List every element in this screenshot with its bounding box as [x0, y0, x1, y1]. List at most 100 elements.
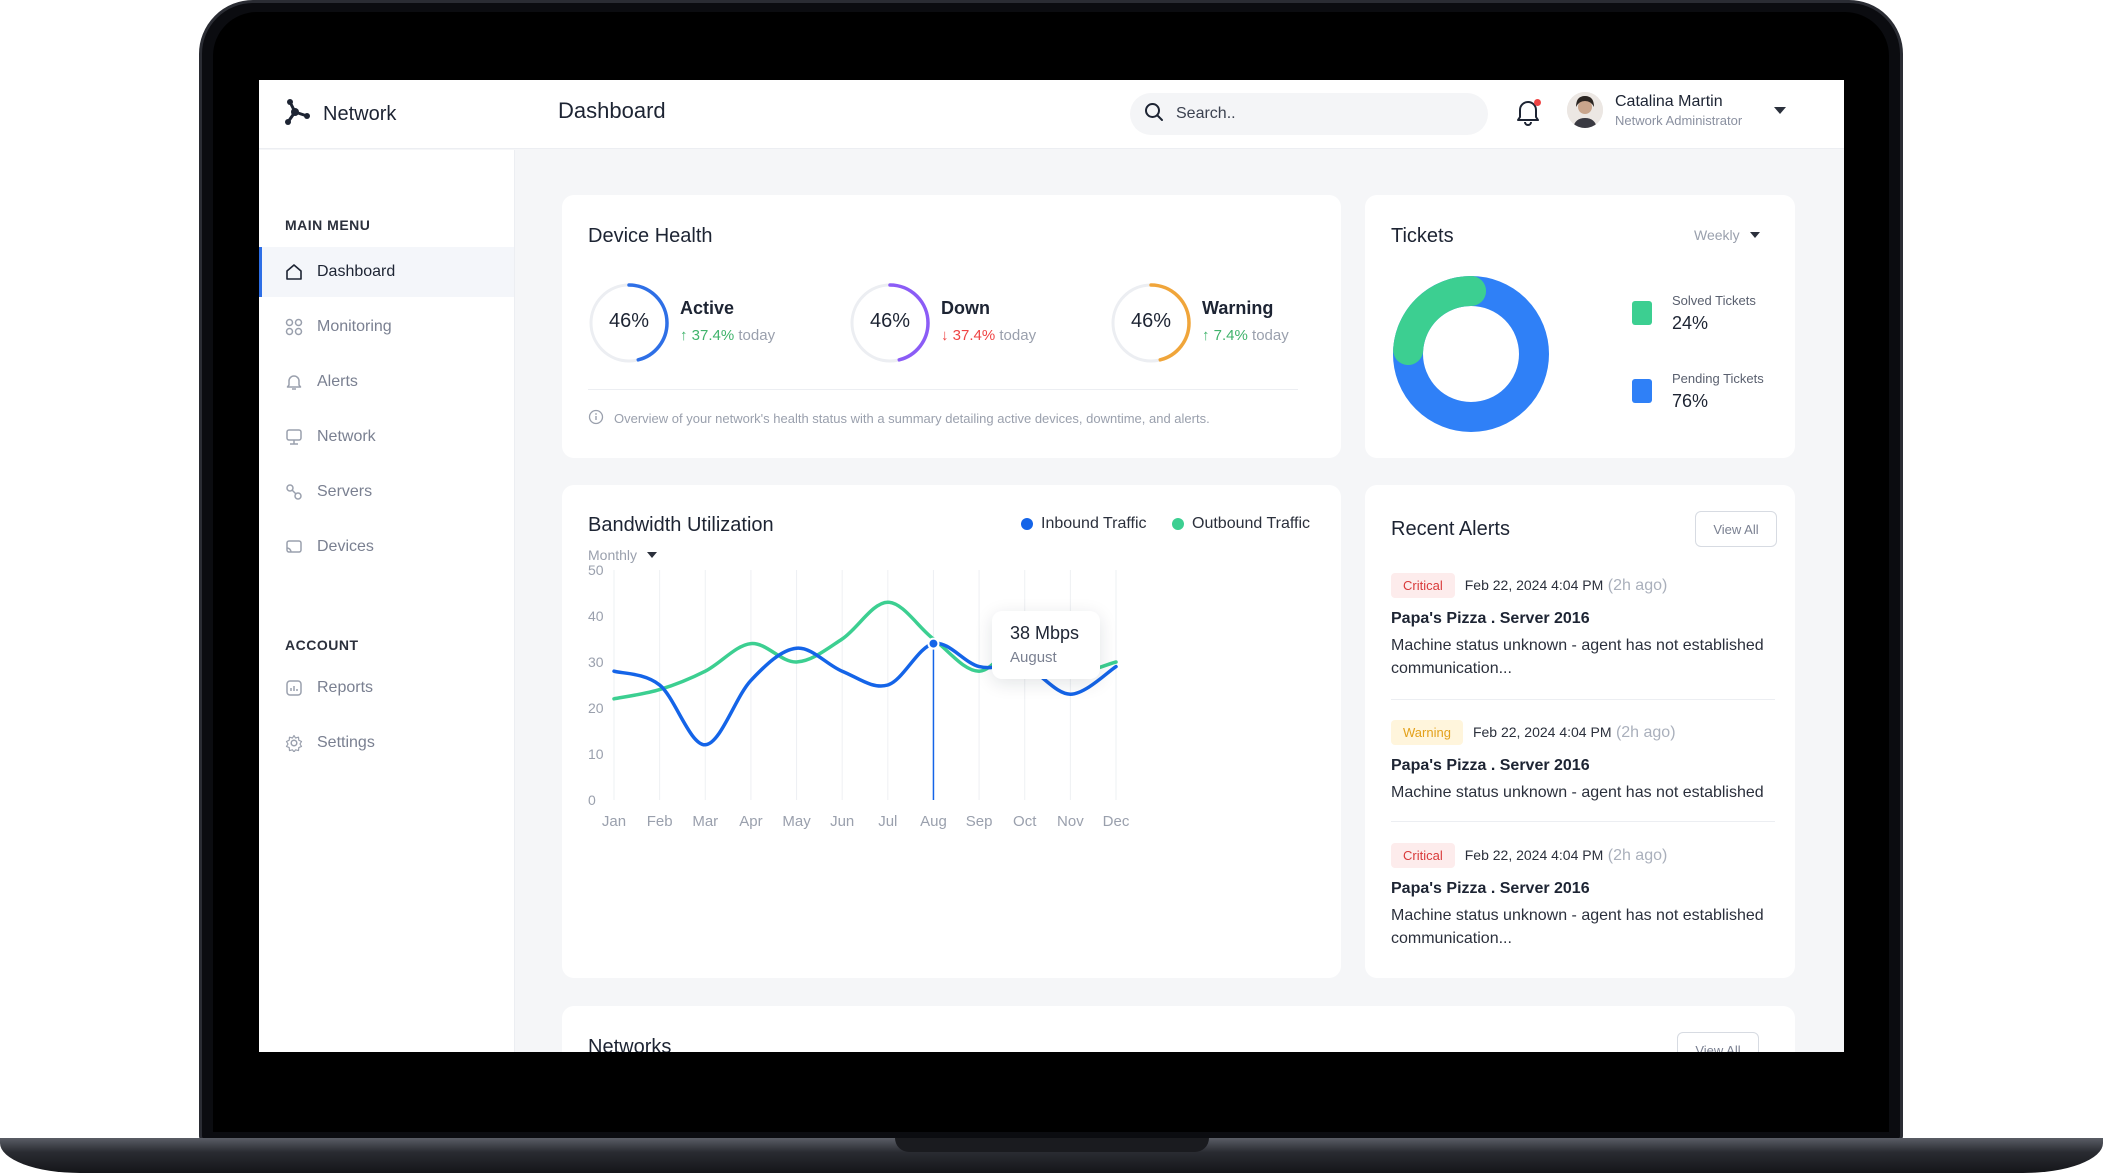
- laptop-notch: [895, 1138, 1209, 1152]
- arrow-up-icon: ↑: [680, 327, 688, 344]
- bell-icon: [1515, 101, 1541, 130]
- inbound-dot: [1021, 518, 1033, 530]
- alert-ago: (2h ago): [1607, 577, 1668, 594]
- bell-icon: [285, 373, 303, 391]
- legend-outbound: Outbound Traffic: [1172, 515, 1310, 533]
- device-health-card: Device Health 46% Active ↑ 37.4% today 4…: [562, 195, 1341, 458]
- tooltip-label: August: [1010, 649, 1057, 666]
- sidebar-item-network[interactable]: Network: [259, 412, 514, 462]
- alert-title: Papa's Pizza . Server 2016: [1391, 880, 1590, 897]
- sidebar-item-label: Monitoring: [317, 318, 392, 335]
- user-role: Network Administrator: [1615, 112, 1743, 128]
- view-all-networks-button[interactable]: View All: [1677, 1032, 1759, 1052]
- notification-dot: [1534, 99, 1541, 106]
- legend-inbound-label: Inbound Traffic: [1041, 515, 1147, 532]
- bandwidth-card: Bandwidth Utilization Monthly Inbound Tr…: [562, 485, 1341, 978]
- down-change: ↓ 37.4% today: [941, 327, 1036, 344]
- y-tick-label: 40: [588, 608, 604, 624]
- chevron-down-icon[interactable]: [1774, 107, 1786, 114]
- tickets-period-dropdown[interactable]: Weekly: [1694, 227, 1760, 243]
- caret-down-icon: [647, 552, 658, 558]
- x-tick-label: Jun: [830, 813, 854, 830]
- alert-item[interactable]: Critical Feb 22, 2024 4:04 PM (2h ago) Pa…: [1391, 573, 1775, 680]
- highlight-point[interactable]: [927, 637, 940, 650]
- divider: [1391, 821, 1775, 822]
- active-label: Active: [680, 298, 735, 318]
- y-tick-label: 20: [588, 700, 604, 716]
- sidebar-item-label: Network: [317, 428, 376, 445]
- account-heading: ACCOUNT: [285, 637, 359, 653]
- device-health-title: Device Health: [588, 225, 713, 247]
- sidebar-item-alerts[interactable]: Alerts: [259, 357, 514, 407]
- servers-icon: [285, 483, 303, 501]
- down-ring: [850, 283, 930, 363]
- legend-inbound: Inbound Traffic: [1021, 515, 1147, 533]
- bandwidth-period-label: Monthly: [588, 547, 638, 563]
- search-input[interactable]: [1174, 104, 1454, 124]
- sidebar-item-label: Servers: [317, 483, 373, 500]
- bandwidth-period-dropdown[interactable]: Monthly: [588, 547, 658, 563]
- alert-title: Papa's Pizza . Server 2016: [1391, 757, 1590, 774]
- active-change-suffix: today: [738, 327, 776, 344]
- device-health-note: Overview of your network's health status…: [588, 409, 1210, 428]
- pending-label: Pending Tickets: [1672, 371, 1764, 386]
- sidebar-item-label: Devices: [317, 538, 374, 555]
- active-change-value: 37.4%: [691, 327, 735, 344]
- warning-label: Warning: [1202, 298, 1274, 318]
- alert-item[interactable]: Warning Feb 22, 2024 4:04 PM (2h ago) Pap…: [1391, 720, 1775, 804]
- x-tick-label: Oct: [1013, 813, 1037, 830]
- view-all-alerts-button[interactable]: View All: [1695, 511, 1777, 547]
- alert-item[interactable]: Critical Feb 22, 2024 4:04 PM (2h ago) Pa…: [1391, 843, 1775, 950]
- devices-icon: [285, 538, 303, 556]
- x-tick-label: Jan: [602, 813, 626, 830]
- x-tick-label: Nov: [1057, 813, 1084, 830]
- brand[interactable]: Network: [283, 98, 396, 131]
- user-menu[interactable]: Catalina Martin Network Administrator: [1567, 92, 1742, 128]
- sidebar-item-label: Alerts: [317, 373, 358, 390]
- tickets-period-label: Weekly: [1694, 227, 1740, 243]
- alert-time: Feb 22, 2024 4:04 PM: [1464, 577, 1604, 593]
- x-tick-label: Jul: [878, 813, 897, 830]
- search-box[interactable]: [1130, 93, 1488, 135]
- page-title: Dashboard: [558, 98, 666, 123]
- x-tick-label: Aug: [920, 813, 947, 830]
- warning-change: ↑ 7.4% today: [1202, 327, 1289, 344]
- legend-outbound-label: Outbound Traffic: [1192, 515, 1310, 532]
- recent-alerts-card: Recent Alerts View All Critical Feb 22, 2…: [1365, 485, 1795, 978]
- tooltip-value: 38 Mbps: [1010, 623, 1080, 643]
- down-stat: 46% Down ↓ 37.4% today: [849, 282, 1089, 366]
- warning-ring: [1111, 283, 1191, 363]
- sidebar: MAIN MENU Dashboard Monitoring Alerts Ne…: [259, 150, 515, 1052]
- reports-icon: [285, 679, 303, 697]
- x-tick-label: May: [782, 813, 811, 830]
- bandwidth-title: Bandwidth Utilization: [588, 514, 774, 536]
- arrow-up-icon: ↑: [1202, 327, 1210, 344]
- caret-down-icon: [1749, 232, 1760, 238]
- user-name: Catalina Martin: [1615, 92, 1723, 110]
- alert-ago: (2h ago): [1607, 847, 1668, 864]
- severity-badge: Warning: [1391, 720, 1463, 745]
- outbound-dot: [1172, 518, 1184, 530]
- sidebar-item-reports[interactable]: Reports: [259, 663, 514, 713]
- down-label: Down: [941, 298, 990, 318]
- notifications-button[interactable]: [1515, 98, 1543, 128]
- sidebar-item-dashboard[interactable]: Dashboard: [259, 247, 514, 297]
- sidebar-item-servers[interactable]: Servers: [259, 467, 514, 517]
- sidebar-item-monitoring[interactable]: Monitoring: [259, 302, 514, 352]
- divider: [1391, 699, 1775, 700]
- networks-title: Networks: [588, 1036, 672, 1052]
- network-icon: [285, 428, 303, 446]
- sidebar-item-label: Dashboard: [317, 263, 396, 280]
- sidebar-item-devices[interactable]: Devices: [259, 522, 514, 572]
- warning-change-suffix: today: [1252, 327, 1289, 344]
- y-tick-label: 10: [588, 746, 604, 762]
- sidebar-item-settings[interactable]: Settings: [259, 718, 514, 768]
- top-bar: Network Dashboard Catalina Martin Networ…: [259, 80, 1844, 149]
- info-icon: [588, 409, 604, 428]
- alert-time: Feb 22, 2024 4:04 PM: [1464, 847, 1604, 863]
- down-change-value: 37.4%: [952, 327, 996, 344]
- pending-legend-swatch: [1632, 379, 1652, 403]
- x-tick-label: Dec: [1103, 813, 1130, 830]
- y-tick-label: 0: [588, 792, 596, 808]
- solved-legend-swatch: [1632, 301, 1652, 325]
